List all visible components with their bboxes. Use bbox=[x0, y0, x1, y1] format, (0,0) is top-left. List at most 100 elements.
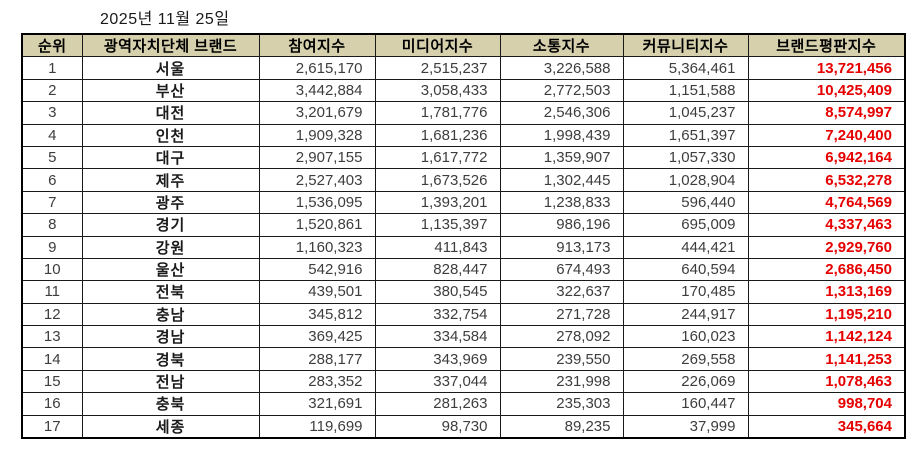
media-cell: 1,393,201 bbox=[374, 190, 501, 215]
community-cell: 444,421 bbox=[622, 235, 749, 259]
brand-cell: 충남 bbox=[81, 302, 260, 327]
brand-cell: 제주 bbox=[81, 168, 260, 192]
media-cell: 1,617,772 bbox=[374, 145, 501, 170]
reputation-cell: 6,942,164 bbox=[747, 145, 906, 170]
community-cell: 1,028,904 bbox=[622, 168, 749, 192]
community-cell: 5,364,461 bbox=[622, 56, 749, 80]
communication-cell: 1,998,439 bbox=[499, 123, 624, 147]
media-cell: 3,058,433 bbox=[374, 78, 501, 103]
brand-cell: 광주 bbox=[81, 190, 260, 215]
header-brand: 광역자치단체 브랜드 bbox=[81, 33, 260, 58]
participation-cell: 321,691 bbox=[258, 392, 376, 416]
communication-cell: 913,173 bbox=[499, 235, 624, 259]
reputation-cell: 998,704 bbox=[747, 392, 906, 416]
community-cell: 269,558 bbox=[622, 347, 749, 371]
rank-cell: 6 bbox=[21, 168, 83, 192]
participation-cell: 1,160,323 bbox=[258, 235, 376, 259]
communication-cell: 278,092 bbox=[499, 325, 624, 349]
participation-cell: 2,615,170 bbox=[258, 56, 376, 80]
reputation-cell: 1,078,463 bbox=[747, 369, 906, 394]
participation-cell: 1,909,328 bbox=[258, 123, 376, 147]
table-row: 5 대구 2,907,155 1,617,772 1,359,907 1,057,330 6… bbox=[21, 145, 906, 170]
media-cell: 828,447 bbox=[374, 257, 501, 282]
participation-cell: 439,501 bbox=[258, 280, 376, 304]
rank-cell: 5 bbox=[21, 145, 83, 170]
reputation-cell: 4,764,569 bbox=[747, 190, 906, 215]
communication-cell: 674,493 bbox=[499, 257, 624, 282]
header-rank: 순위 bbox=[21, 33, 83, 58]
brand-cell: 경북 bbox=[81, 347, 260, 371]
media-cell: 2,515,237 bbox=[374, 56, 501, 80]
table-row: 15 전남 283,352 337,044 231,998 226,069 1,078,46… bbox=[21, 369, 906, 394]
media-cell: 1,135,397 bbox=[374, 213, 501, 237]
communication-cell: 322,637 bbox=[499, 280, 624, 304]
reputation-cell: 345,664 bbox=[747, 414, 906, 439]
participation-cell: 1,520,861 bbox=[258, 213, 376, 237]
brand-cell: 전북 bbox=[81, 280, 260, 304]
participation-cell: 283,352 bbox=[258, 369, 376, 394]
media-cell: 1,681,236 bbox=[374, 123, 501, 147]
community-cell: 695,009 bbox=[622, 213, 749, 237]
media-cell: 334,584 bbox=[374, 325, 501, 349]
media-cell: 1,673,526 bbox=[374, 168, 501, 192]
rank-cell: 14 bbox=[21, 347, 83, 371]
rank-cell: 10 bbox=[21, 257, 83, 282]
communication-cell: 89,235 bbox=[499, 414, 624, 439]
header-media: 미디어지수 bbox=[374, 33, 501, 58]
reputation-cell: 1,195,210 bbox=[747, 302, 906, 327]
media-cell: 1,781,776 bbox=[374, 101, 501, 125]
participation-cell: 345,812 bbox=[258, 302, 376, 327]
community-cell: 226,069 bbox=[622, 369, 749, 394]
media-cell: 343,969 bbox=[374, 347, 501, 371]
brand-cell: 서울 bbox=[81, 56, 260, 80]
participation-cell: 119,699 bbox=[258, 414, 376, 439]
rank-cell: 9 bbox=[21, 235, 83, 259]
table-header: 순위 광역자치단체 브랜드 참여지수 미디어지수 소통지수 커뮤니티지수 브랜드… bbox=[21, 33, 906, 58]
community-cell: 640,594 bbox=[622, 257, 749, 282]
reputation-cell: 10,425,409 bbox=[747, 78, 906, 103]
community-cell: 1,045,237 bbox=[622, 101, 749, 125]
reputation-cell: 1,142,124 bbox=[747, 325, 906, 349]
communication-cell: 1,238,833 bbox=[499, 190, 624, 215]
table-row: 16 충북 321,691 281,263 235,303 160,447 998,704 bbox=[21, 392, 906, 416]
media-cell: 332,754 bbox=[374, 302, 501, 327]
community-cell: 1,057,330 bbox=[622, 145, 749, 170]
communication-cell: 239,550 bbox=[499, 347, 624, 371]
date-label: 2025년 11월 25일 bbox=[100, 11, 230, 28]
rank-cell: 4 bbox=[21, 123, 83, 147]
communication-cell: 1,359,907 bbox=[499, 145, 624, 170]
reputation-cell: 13,721,456 bbox=[747, 56, 906, 80]
table-row: 7 광주 1,536,095 1,393,201 1,238,833 596,440 4,7… bbox=[21, 190, 906, 215]
community-cell: 1,651,397 bbox=[622, 123, 749, 147]
rank-cell: 3 bbox=[21, 101, 83, 125]
table-row: 13 경남 369,425 334,584 278,092 160,023 1,142,12… bbox=[21, 325, 906, 349]
brand-cell: 경남 bbox=[81, 325, 260, 349]
rank-cell: 2 bbox=[21, 78, 83, 103]
brand-cell: 전남 bbox=[81, 369, 260, 394]
rank-cell: 11 bbox=[21, 280, 83, 304]
participation-cell: 369,425 bbox=[258, 325, 376, 349]
community-cell: 160,447 bbox=[622, 392, 749, 416]
reputation-cell: 6,532,278 bbox=[747, 168, 906, 192]
participation-cell: 2,907,155 bbox=[258, 145, 376, 170]
rank-cell: 15 bbox=[21, 369, 83, 394]
header-row: 순위 광역자치단체 브랜드 참여지수 미디어지수 소통지수 커뮤니티지수 브랜드… bbox=[21, 33, 906, 58]
table-row: 1 서울 2,615,170 2,515,237 3,226,588 5,364,461 1… bbox=[21, 56, 906, 80]
community-cell: 170,485 bbox=[622, 280, 749, 304]
table-row: 4 인천 1,909,328 1,681,236 1,998,439 1,651,397 7… bbox=[21, 123, 906, 147]
communication-cell: 2,546,306 bbox=[499, 101, 624, 125]
communication-cell: 986,196 bbox=[499, 213, 624, 237]
table-row: 12 충남 345,812 332,754 271,728 244,917 1,195,21… bbox=[21, 302, 906, 327]
rank-cell: 16 bbox=[21, 392, 83, 416]
header-communication: 소통지수 bbox=[499, 33, 624, 58]
header-community: 커뮤니티지수 bbox=[622, 33, 749, 58]
reputation-cell: 1,313,169 bbox=[747, 280, 906, 304]
community-cell: 244,917 bbox=[622, 302, 749, 327]
community-cell: 160,023 bbox=[622, 325, 749, 349]
table-row: 10 울산 542,916 828,447 674,493 640,594 2,686,45… bbox=[21, 257, 906, 282]
brand-cell: 충북 bbox=[81, 392, 260, 416]
communication-cell: 1,302,445 bbox=[499, 168, 624, 192]
media-cell: 98,730 bbox=[374, 414, 501, 439]
community-cell: 37,999 bbox=[622, 414, 749, 439]
header-reputation: 브랜드평판지수 bbox=[747, 33, 906, 58]
